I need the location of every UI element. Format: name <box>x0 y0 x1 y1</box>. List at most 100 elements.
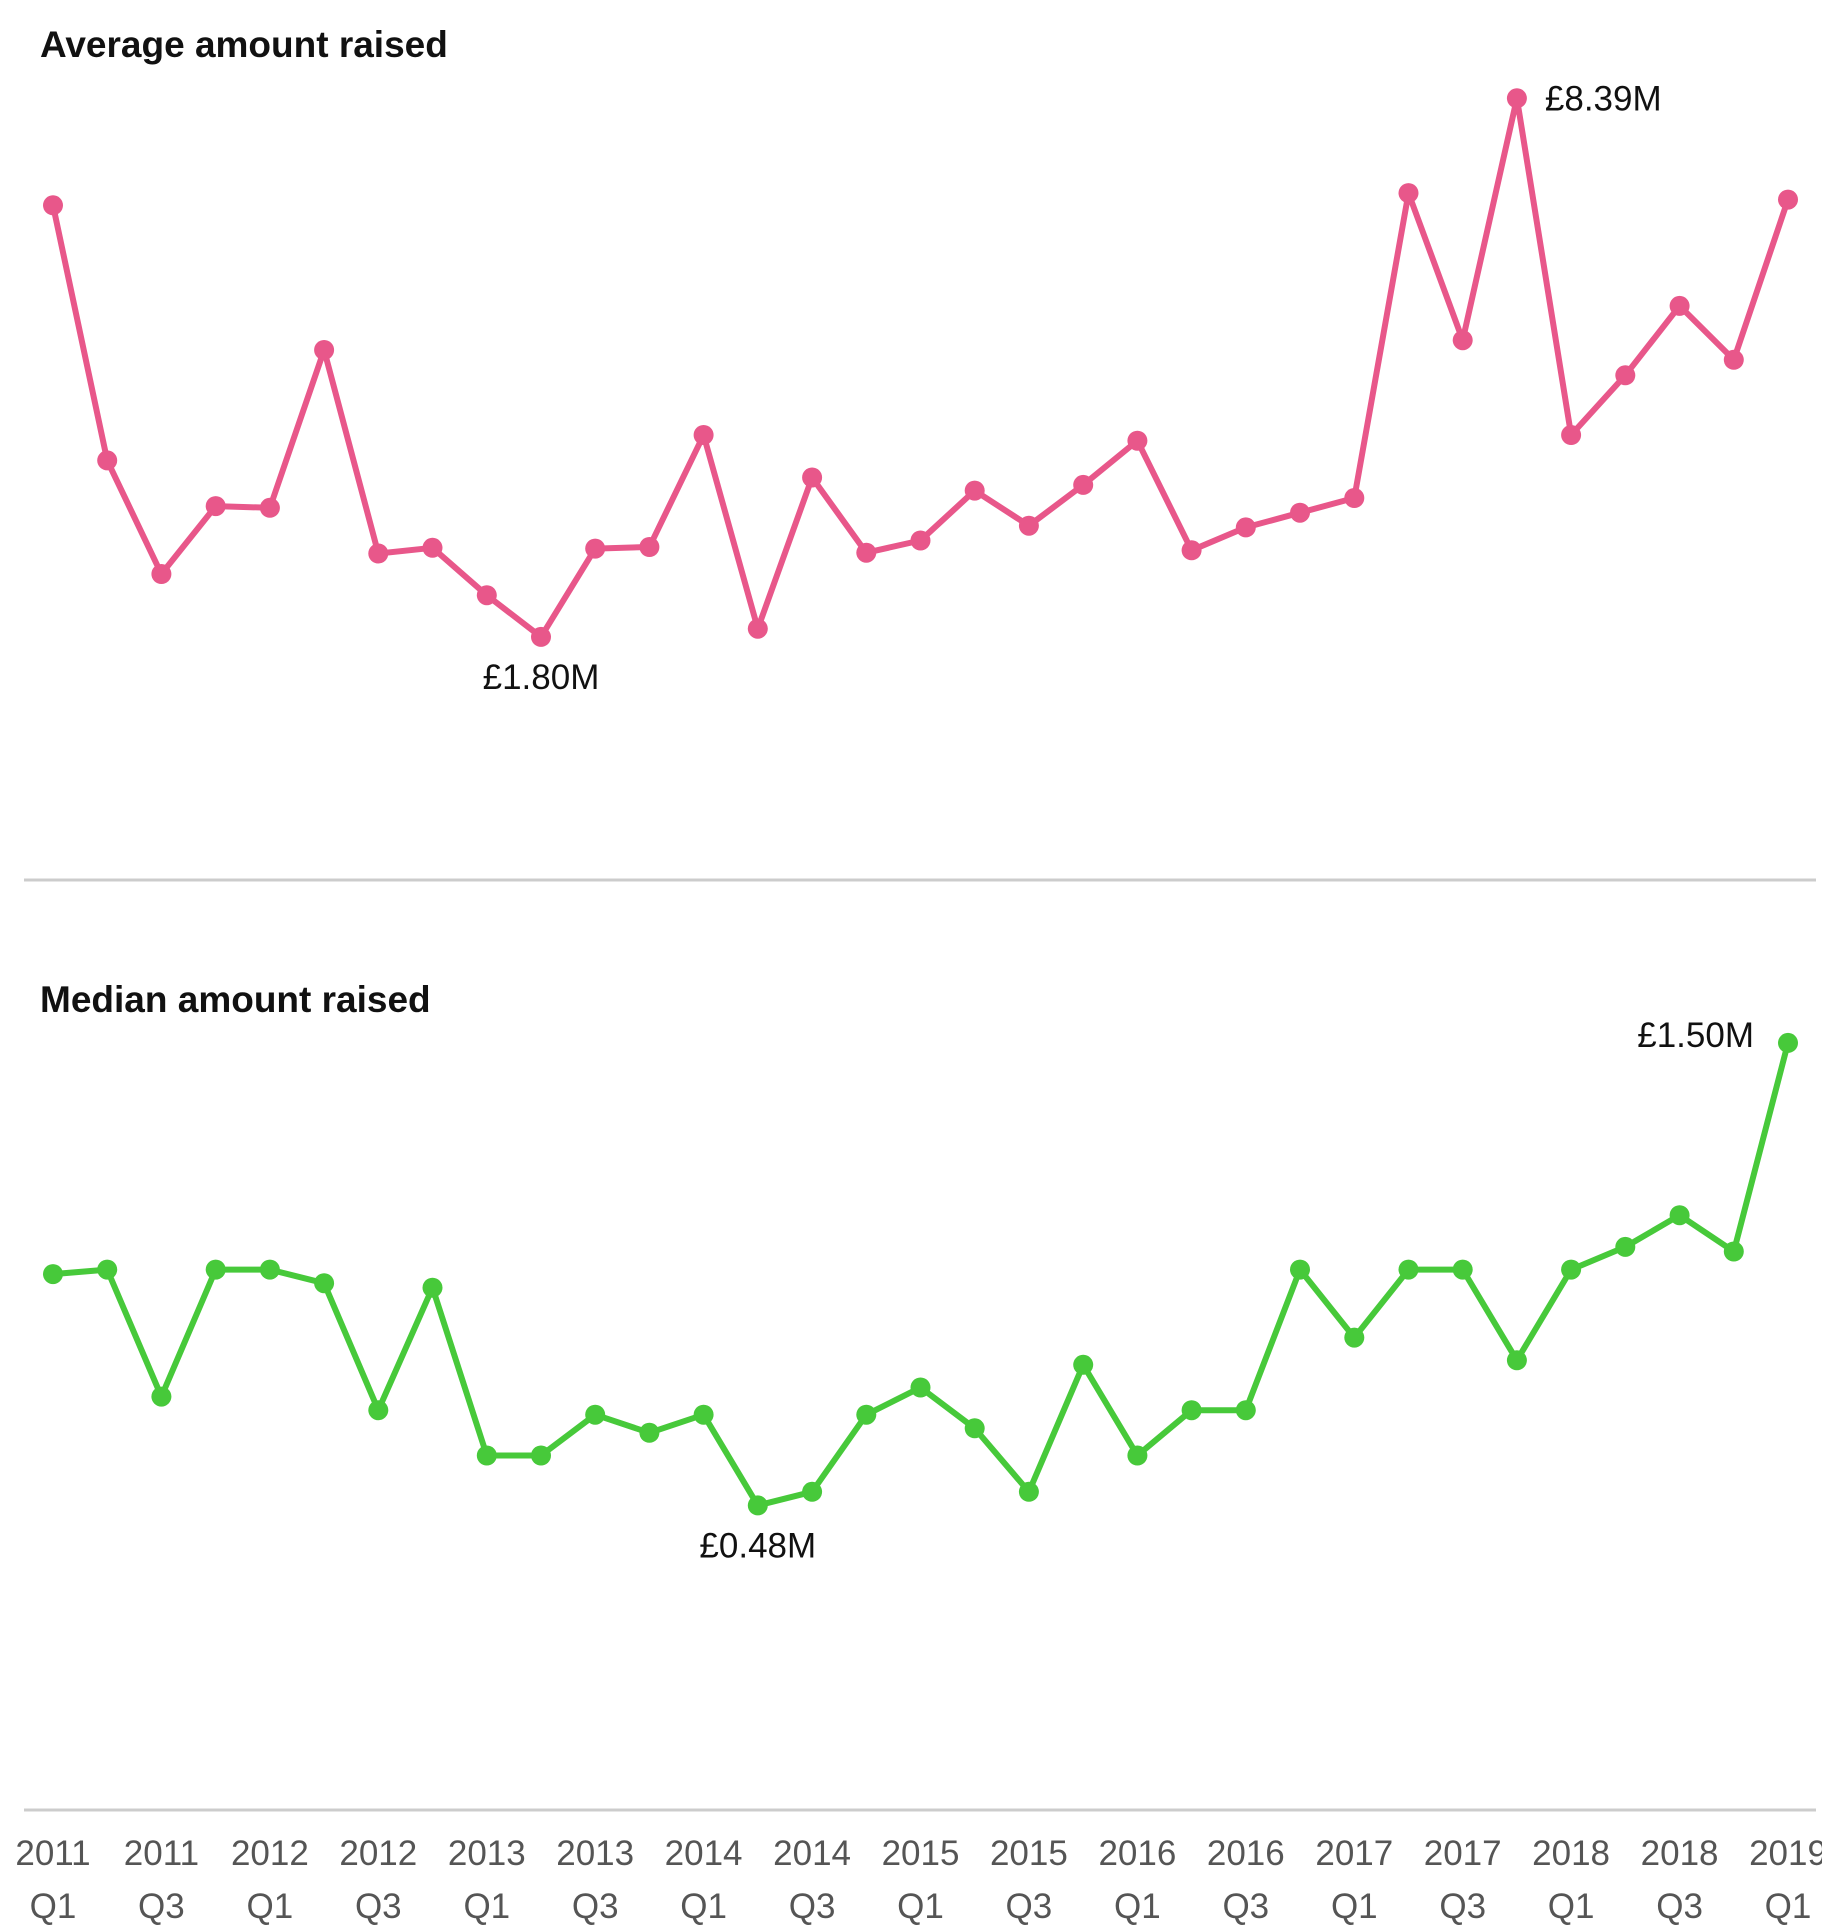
median-point-7 <box>422 1277 443 1298</box>
average-annotation-1: £1.80M <box>483 658 600 697</box>
median-point-31 <box>1723 1241 1744 1262</box>
average-point-6 <box>368 543 389 564</box>
average-annotation-0: £8.39M <box>1545 79 1662 118</box>
x-tick-quarter-16: Q1 <box>897 1887 944 1926</box>
median-point-26 <box>1452 1259 1473 1280</box>
x-tick-quarter-8: Q1 <box>463 1887 510 1926</box>
average-point-11 <box>639 537 660 557</box>
x-tick-year-20: 2016 <box>1098 1834 1176 1873</box>
median-point-32 <box>1778 1032 1798 1053</box>
x-tick-quarter-18: Q3 <box>1006 1887 1053 1926</box>
average-point-12 <box>693 425 714 445</box>
median-point-8 <box>476 1445 497 1466</box>
median-point-5 <box>314 1273 335 1294</box>
median-point-11 <box>639 1422 660 1443</box>
x-tick-quarter-26: Q3 <box>1439 1887 1486 1926</box>
average-point-15 <box>856 542 877 563</box>
average-point-13 <box>747 618 768 639</box>
median-panel-title: Median amount raised <box>40 979 431 1020</box>
average-panel: Average amount raised £8.39M £1.80M <box>40 24 1798 697</box>
median-point-3 <box>205 1259 226 1280</box>
median-series-line <box>50 1039 1791 1509</box>
median-point-29 <box>1615 1236 1636 1257</box>
median-annotation-0: £1.50M <box>1637 1016 1754 1055</box>
x-tick-year-4: 2012 <box>231 1834 309 1873</box>
x-tick-year-32: 2019 <box>1749 1834 1822 1873</box>
x-tick-year-16: 2015 <box>882 1834 960 1873</box>
median-point-28 <box>1561 1259 1582 1280</box>
median-point-13 <box>747 1495 768 1516</box>
x-tick-year-6: 2012 <box>339 1834 417 1873</box>
median-point-30 <box>1669 1205 1690 1226</box>
x-tick-quarter-22: Q3 <box>1222 1887 1269 1926</box>
x-tick-year-28: 2018 <box>1532 1834 1610 1873</box>
average-point-7 <box>422 537 443 558</box>
x-tick-quarter-6: Q3 <box>355 1887 402 1926</box>
median-point-10 <box>585 1404 606 1425</box>
average-point-28 <box>1561 425 1582 445</box>
x-tick-quarter-32: Q1 <box>1765 1887 1812 1926</box>
x-tick-year-14: 2014 <box>773 1834 851 1873</box>
x-tick-quarter-14: Q3 <box>789 1887 836 1926</box>
average-point-21 <box>1181 540 1202 561</box>
x-tick-quarter-0: Q1 <box>30 1887 77 1926</box>
median-point-24 <box>1344 1327 1365 1348</box>
median-point-15 <box>856 1404 877 1425</box>
median-panel: Median amount raised £1.50M £0.48M <box>40 979 1798 1565</box>
average-point-30 <box>1669 295 1690 316</box>
average-point-23 <box>1290 502 1310 523</box>
median-point-4 <box>259 1259 280 1280</box>
median-point-20 <box>1127 1445 1148 1466</box>
median-point-18 <box>1018 1481 1039 1502</box>
average-point-2 <box>151 564 172 584</box>
average-point-1 <box>97 450 118 471</box>
average-point-0 <box>43 195 63 216</box>
x-tick-quarter-2: Q3 <box>138 1887 185 1926</box>
x-tick-quarter-12: Q1 <box>680 1887 727 1926</box>
average-point-32 <box>1778 189 1798 210</box>
median-point-6 <box>368 1400 389 1421</box>
x-tick-year-10: 2013 <box>556 1834 634 1873</box>
average-point-24 <box>1344 488 1365 508</box>
average-point-26 <box>1452 330 1473 351</box>
x-tick-year-26: 2017 <box>1424 1834 1502 1873</box>
x-tick-year-0: 2011 <box>15 1834 90 1873</box>
x-tick-quarter-20: Q1 <box>1114 1887 1161 1926</box>
median-point-0 <box>43 1264 63 1285</box>
median-point-14 <box>802 1481 823 1502</box>
average-point-22 <box>1235 517 1256 538</box>
x-tick-quarter-28: Q1 <box>1548 1887 1595 1926</box>
average-point-9 <box>531 626 551 647</box>
average-point-31 <box>1723 349 1744 370</box>
average-point-3 <box>205 496 226 517</box>
average-point-27 <box>1506 88 1527 109</box>
x-tick-year-18: 2015 <box>990 1834 1068 1873</box>
x-tick-year-24: 2017 <box>1315 1834 1393 1873</box>
median-point-21 <box>1181 1400 1202 1421</box>
x-tick-year-22: 2016 <box>1207 1834 1285 1873</box>
average-panel-title: Average amount raised <box>40 24 448 65</box>
average-point-17 <box>964 480 985 501</box>
median-point-12 <box>693 1404 714 1425</box>
median-point-1 <box>97 1259 118 1280</box>
average-point-5 <box>314 340 335 360</box>
average-point-14 <box>802 467 823 488</box>
x-axis-ticks: 2011 Q1 2011 Q3 2012 Q1 2012 Q3 2013 Q1 2013 Q3 2014… <box>15 1834 1822 1926</box>
average-point-8 <box>476 585 497 606</box>
average-point-19 <box>1073 474 1094 495</box>
x-tick-quarter-30: Q3 <box>1656 1887 1703 1926</box>
x-tick-year-30: 2018 <box>1641 1834 1719 1873</box>
median-point-2 <box>151 1386 172 1407</box>
average-point-4 <box>259 497 280 518</box>
median-point-17 <box>964 1418 985 1439</box>
average-point-29 <box>1615 365 1636 386</box>
average-point-10 <box>585 538 606 559</box>
average-series-line <box>50 95 1791 640</box>
average-point-18 <box>1018 515 1039 536</box>
median-point-19 <box>1073 1354 1094 1375</box>
median-point-27 <box>1506 1350 1527 1371</box>
median-point-16 <box>910 1377 931 1398</box>
x-tick-year-8: 2013 <box>448 1834 526 1873</box>
